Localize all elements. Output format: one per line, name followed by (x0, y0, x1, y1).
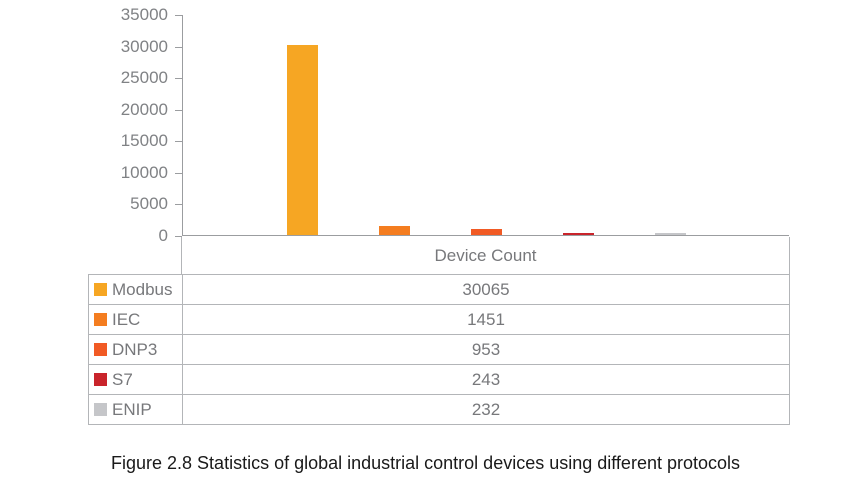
plot-area (182, 15, 789, 236)
bar-modbus (286, 45, 318, 235)
value-cell-enip: 232 (471, 399, 501, 419)
y-tick-mark (175, 204, 182, 206)
y-tick-label: 15000 (120, 131, 168, 151)
legend-label: DNP3 (112, 339, 158, 359)
y-tick-mark (175, 141, 182, 143)
legend-cell-dnp3: DNP3 (89, 335, 183, 364)
table-header-row: Device Count (88, 237, 790, 274)
y-tick-mark (175, 15, 182, 16)
y-tick-label: 10000 (120, 162, 168, 182)
figure-caption: Figure 2.8 Statistics of global industri… (111, 453, 740, 473)
bar-slot-enip (624, 14, 716, 235)
legend-cell-iec: IEC (89, 305, 183, 334)
y-tick-label: 30000 (120, 36, 168, 56)
legend-swatch-modbus (94, 283, 107, 296)
bar-dnp3 (470, 229, 502, 235)
legend-swatch-enip (94, 403, 107, 416)
bar-s7 (562, 233, 594, 235)
table-row-dnp3: DNP3 953 (89, 334, 789, 364)
bar-slot-dnp3 (440, 14, 532, 235)
legend-swatch-s7 (94, 373, 107, 386)
y-tick-mark (175, 109, 182, 111)
table-row-s7: S7 243 (89, 364, 789, 394)
legend-label: ENIP (112, 399, 152, 419)
y-tick-label: 25000 (120, 68, 168, 88)
bar-enip (654, 233, 686, 235)
value-cell-s7: 243 (471, 369, 501, 389)
table-body: Modbus 30065 IEC 1451 DNP3 953 S7 243 ENIP 232 (88, 274, 790, 425)
bar-slot-s7 (532, 14, 624, 235)
bar-slot-iec (348, 14, 440, 235)
value-cell-dnp3: 953 (471, 339, 501, 359)
value-cell-iec: 1451 (467, 309, 505, 329)
table-row-enip: ENIP 232 (89, 394, 789, 424)
table-row-iec: IEC 1451 (89, 304, 789, 334)
value-cell-modbus: 30065 (462, 279, 510, 299)
legend-label: IEC (112, 309, 141, 329)
legend-swatch-iec (94, 313, 107, 326)
y-tick-label: 5000 (130, 194, 168, 214)
y-tick-mark (175, 78, 182, 80)
table-row-modbus: Modbus 30065 (89, 274, 789, 304)
y-tick-mark (175, 46, 182, 48)
y-tick-label: 0 (158, 226, 168, 245)
bar-iec (378, 226, 410, 235)
data-table: Device Count Modbus 30065 IEC 1451 DNP3 953 S7… (88, 237, 790, 425)
legend-cell-modbus: Modbus (89, 275, 183, 304)
bar-slot-modbus (256, 14, 348, 235)
bars-container (256, 14, 716, 235)
y-tick-label: 20000 (120, 99, 168, 119)
y-tick-mark (175, 236, 182, 237)
legend-swatch-dnp3 (94, 343, 107, 356)
table-corner-spacer (88, 237, 182, 274)
legend-cell-s7: S7 (89, 365, 183, 394)
device-count-header: Device Count (182, 237, 790, 274)
legend-label: Modbus (112, 279, 173, 299)
legend-label: S7 (112, 369, 133, 389)
legend-cell-enip: ENIP (89, 395, 183, 424)
y-tick-label: 35000 (120, 5, 168, 24)
y-tick-mark (175, 172, 182, 174)
